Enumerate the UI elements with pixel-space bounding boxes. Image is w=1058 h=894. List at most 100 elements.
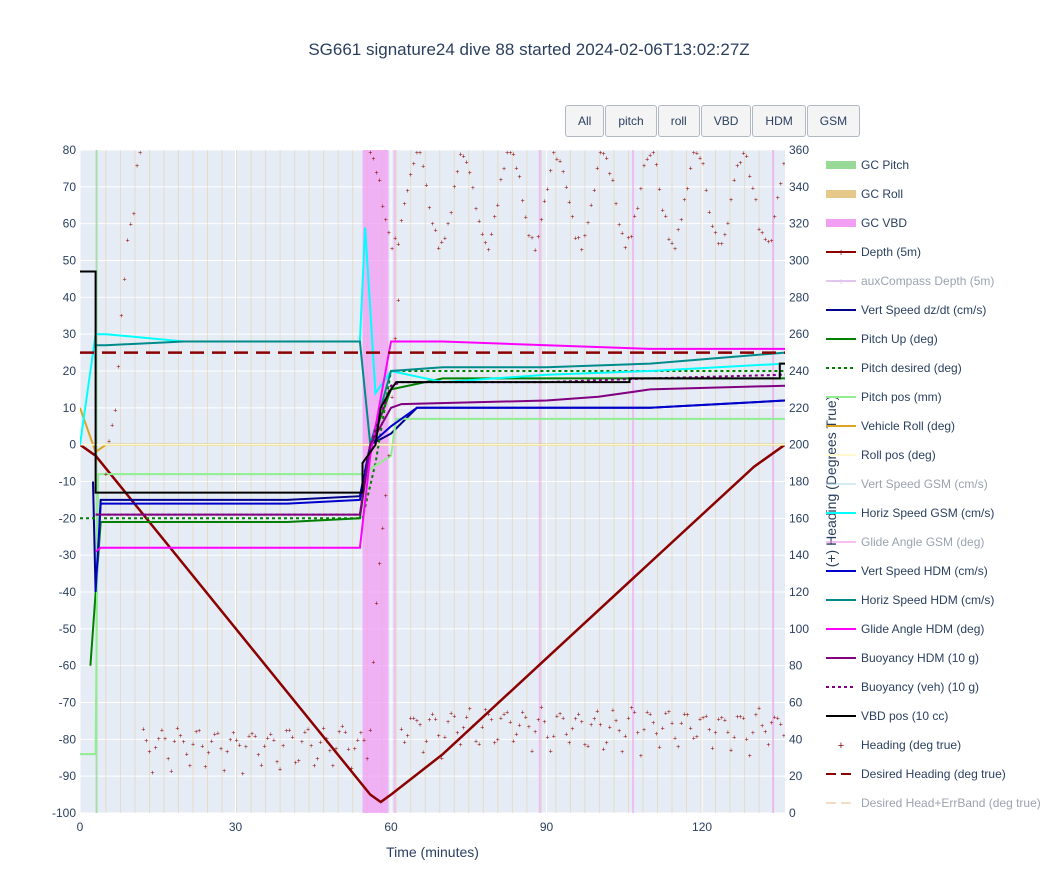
- legend-item[interactable]: Vehicle Roll (deg): [826, 416, 1056, 436]
- heading-marker: +: [322, 726, 326, 733]
- heading-marker: +: [163, 736, 167, 743]
- legend-item[interactable]: + Heading (deg true): [826, 735, 1056, 755]
- y2-tick-label: 60: [789, 696, 803, 710]
- heading-marker: +: [200, 743, 204, 750]
- heading-marker: +: [620, 749, 624, 756]
- legend-item[interactable]: Pitch pos (mm): [826, 387, 1056, 407]
- heading-marker: +: [608, 724, 612, 731]
- heading-marker: +: [474, 206, 478, 213]
- heading-marker: +: [378, 561, 382, 568]
- x-tick-label: 0: [77, 820, 84, 834]
- heading-marker: +: [356, 738, 360, 745]
- legend-item[interactable]: Vert Speed dz/dt (cm/s): [826, 300, 1056, 320]
- legend-swatch: [826, 802, 856, 804]
- legend-item[interactable]: + Depth (5m): [826, 242, 1056, 262]
- heading-marker: +: [409, 716, 413, 723]
- heading-marker: +: [480, 725, 484, 732]
- legend-item[interactable]: Vert Speed GSM (cm/s): [826, 474, 1056, 494]
- legend-item[interactable]: Glide Angle GSM (deg): [826, 532, 1056, 552]
- heading-marker: +: [769, 720, 773, 727]
- heading-marker: +: [334, 746, 338, 753]
- heading-marker: +: [390, 246, 394, 253]
- heading-marker: +: [745, 153, 749, 160]
- heading-marker: +: [207, 750, 211, 757]
- heading-marker: +: [343, 730, 347, 737]
- hdm-button[interactable]: HDM: [752, 105, 806, 137]
- y2-tick-label: 300: [789, 254, 809, 268]
- x-tick-label: 90: [540, 820, 554, 834]
- legend-item[interactable]: Buoyancy HDM (10 g): [826, 648, 1056, 668]
- y2-tick-label: 180: [789, 475, 809, 489]
- legend-item[interactable]: Horiz Speed HDM (cm/s): [826, 590, 1056, 610]
- legend-item[interactable]: Glide Angle HDM (deg): [826, 619, 1056, 639]
- legend-label: Vert Speed dz/dt (cm/s): [861, 303, 987, 317]
- heading-marker: +: [424, 183, 428, 190]
- legend-item[interactable]: Desired Heading (deg true): [826, 764, 1056, 784]
- heading-marker: +: [673, 246, 677, 253]
- legend-swatch: [826, 773, 856, 775]
- heading-marker: +: [518, 723, 522, 730]
- heading-marker: +: [213, 732, 217, 739]
- legend-item[interactable]: Vert Speed HDM (cm/s): [826, 561, 1056, 581]
- heading-marker: +: [685, 186, 689, 193]
- heading-marker: +: [303, 730, 307, 737]
- heading-marker: +: [203, 764, 207, 771]
- legend-item[interactable]: Desired Head+ErrBand (deg true): [826, 793, 1056, 813]
- legend-item[interactable]: GC Pitch: [826, 155, 1056, 175]
- legend-item[interactable]: Roll pos (deg): [826, 445, 1056, 465]
- gsm-button[interactable]: GSM: [806, 105, 861, 137]
- heading-marker: +: [598, 722, 602, 729]
- legend-label: Horiz Speed HDM (cm/s): [861, 593, 995, 607]
- legend-item[interactable]: GC VBD: [826, 213, 1056, 233]
- vbd-button[interactable]: VBD: [700, 105, 752, 137]
- pitch-button[interactable]: pitch: [605, 105, 657, 137]
- legend-item[interactable]: GC Roll: [826, 184, 1056, 204]
- heading-marker: +: [418, 722, 422, 729]
- heading-marker: +: [592, 188, 596, 195]
- y-tick-label: -40: [59, 585, 77, 599]
- y-tick-label: 50: [63, 254, 77, 268]
- legend-item[interactable]: Buoyancy (veh) (10 g): [826, 677, 1056, 697]
- heading-marker: +: [639, 186, 643, 193]
- legend-item[interactable]: Pitch Up (deg): [826, 329, 1056, 349]
- heading-marker: +: [119, 313, 123, 320]
- legend-item[interactable]: + auxCompass Depth (5m): [826, 271, 1056, 291]
- heading-marker: +: [266, 735, 270, 742]
- heading-marker: +: [340, 723, 344, 730]
- series-vbd-pos-10-cc: [80, 270, 785, 494]
- heading-marker: +: [194, 729, 198, 736]
- legend-item[interactable]: Pitch desired (deg): [826, 358, 1056, 378]
- heading-marker: +: [502, 712, 506, 719]
- roll-button[interactable]: roll: [657, 105, 700, 137]
- heading-marker: +: [583, 233, 587, 240]
- legend-swatch: +: [826, 277, 856, 288]
- legend-swatch: [826, 396, 856, 398]
- y2-tick-label: 0: [789, 806, 796, 820]
- legend-swatch: [826, 541, 856, 543]
- heading-marker: +: [695, 151, 699, 158]
- legend-item[interactable]: Horiz Speed GSM (cm/s): [826, 503, 1056, 523]
- y2-tick-label: 100: [789, 622, 809, 636]
- heading-marker: +: [166, 756, 170, 763]
- heading-marker: +: [430, 711, 434, 718]
- all-button[interactable]: All: [565, 105, 605, 137]
- heading-marker: +: [654, 162, 658, 169]
- heading-marker: +: [110, 423, 114, 430]
- heading-marker: +: [729, 197, 733, 204]
- heading-marker: +: [614, 718, 618, 725]
- svg-text:+: +: [838, 277, 844, 288]
- heading-marker: +: [685, 712, 689, 719]
- heading-marker: +: [412, 715, 416, 722]
- heading-marker: +: [760, 723, 764, 730]
- heading-marker: +: [518, 174, 522, 181]
- heading-marker: +: [602, 151, 606, 158]
- svg-text:+: +: [838, 248, 844, 259]
- heading-marker: +: [231, 730, 235, 737]
- legend-swatch: [826, 161, 856, 169]
- legend-item[interactable]: VBD pos (10 cc): [826, 706, 1056, 726]
- heading-marker: +: [567, 740, 571, 747]
- heading-marker: +: [658, 744, 662, 751]
- heading-marker: +: [462, 725, 466, 732]
- y-tick-label: 40: [63, 290, 77, 304]
